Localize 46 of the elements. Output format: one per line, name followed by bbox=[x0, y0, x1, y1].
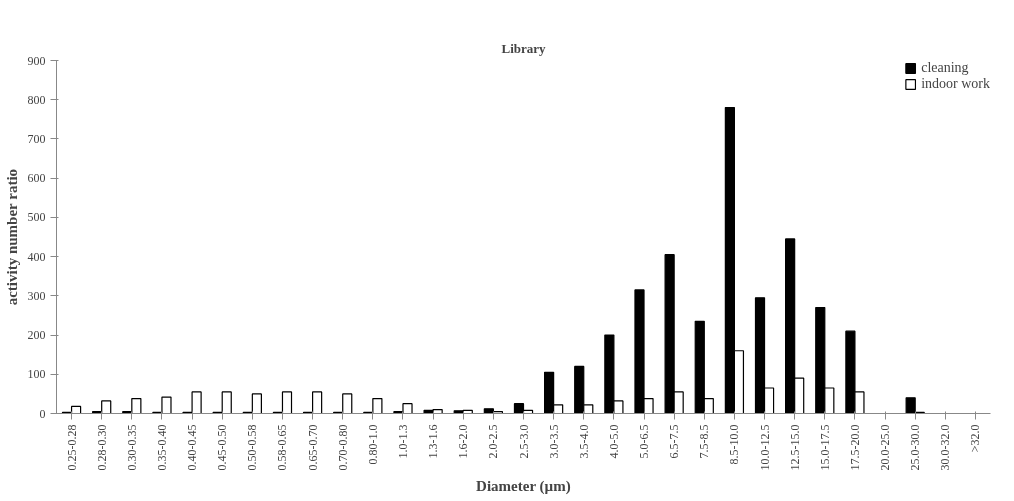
y-tick-label: 800 bbox=[27, 92, 46, 107]
x-tick-label: 2.0-2.5 bbox=[486, 424, 501, 459]
x-tick-label: 1.6-2.0 bbox=[456, 424, 471, 459]
x-tick-label: 25.0-30.0 bbox=[908, 424, 923, 471]
y-tick-label: 100 bbox=[27, 367, 46, 382]
x-tick-label: 0.80-1.0 bbox=[365, 424, 380, 465]
chart-title: Library bbox=[501, 40, 547, 56]
x-tick-label: 5.0-6.5 bbox=[637, 424, 652, 459]
x-tick-label: 0.45-0.50 bbox=[215, 424, 230, 471]
y-tick-label: 700 bbox=[27, 131, 46, 146]
x-tick-label: 0.58-0.65 bbox=[275, 424, 290, 471]
x-tick-label: 4.0-5.0 bbox=[606, 424, 621, 459]
y-tick-label: 500 bbox=[27, 210, 46, 225]
x-tick-label: 1.0-1.3 bbox=[395, 424, 410, 459]
x-tick-label: 0.30-0.35 bbox=[124, 424, 139, 471]
y-tick-label: 0 bbox=[39, 406, 46, 421]
y-tick-label: 400 bbox=[27, 249, 46, 264]
x-tick-label: 15.0-17.5 bbox=[817, 424, 832, 471]
x-tick-label: 0.25-0.28 bbox=[64, 424, 79, 471]
x-tick-label: 0.40-0.45 bbox=[185, 424, 200, 471]
x-tick-label: 0.65-0.70 bbox=[305, 424, 320, 471]
x-tick-label: 0.50-0.58 bbox=[245, 424, 260, 471]
legend-label: cleaning bbox=[921, 60, 969, 76]
x-tick-label: 3.0-3.5 bbox=[546, 424, 561, 459]
x-tick-label: 6.5-7.5 bbox=[667, 424, 682, 459]
x-tick-label: 1.3-1.6 bbox=[426, 424, 441, 459]
x-tick-label: 17.5-20.0 bbox=[847, 424, 862, 471]
legend-label: indoor work bbox=[921, 76, 990, 92]
x-tick-label: 20.0-25.0 bbox=[878, 424, 893, 471]
y-tick-label: 900 bbox=[27, 53, 46, 68]
x-tick-label: 10.0-12.5 bbox=[757, 424, 772, 471]
y-axis-title: activity number ratio bbox=[3, 168, 20, 306]
x-tick-label: 7.5-8.5 bbox=[697, 424, 712, 459]
x-tick-label: 12.5-15.0 bbox=[787, 424, 802, 471]
y-tick-label: 200 bbox=[27, 328, 46, 343]
y-tick-label: 600 bbox=[27, 171, 46, 186]
x-tick-label: 8.5-10.0 bbox=[727, 424, 742, 465]
x-tick-label: >32.0 bbox=[968, 424, 983, 453]
x-tick-label: 0.35-0.40 bbox=[154, 424, 169, 471]
y-tick-label: 300 bbox=[27, 288, 46, 303]
x-tick-label: 0.28-0.30 bbox=[94, 424, 109, 471]
x-tick-label: 30.0-32.0 bbox=[938, 424, 953, 471]
x-tick-label: 2.5-3.0 bbox=[516, 424, 531, 459]
x-tick-label: 0.70-0.80 bbox=[335, 424, 350, 471]
x-tick-label: 3.5-4.0 bbox=[576, 424, 591, 459]
x-axis-title: Diameter (µm) bbox=[476, 478, 571, 496]
